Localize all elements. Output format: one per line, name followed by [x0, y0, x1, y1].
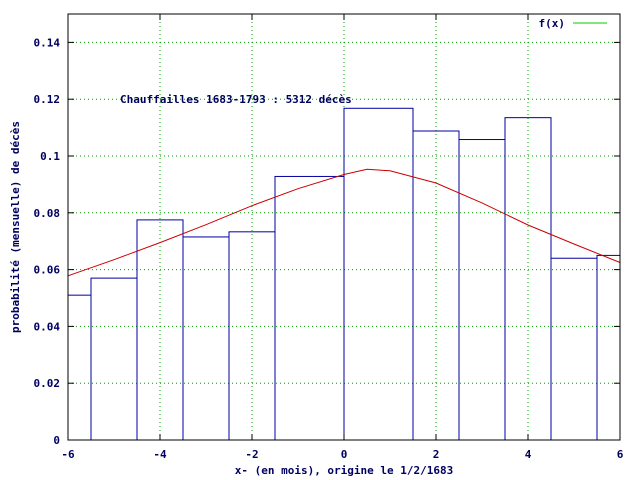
fitted-curve-line	[67, 168, 621, 277]
y-tick-label: 0.12	[34, 93, 61, 106]
chart-annotation: Chauffailles 1683-1793 : 5312 décès	[120, 93, 352, 106]
y-tick-label: 0.08	[34, 207, 61, 220]
x-tick-label: -2	[245, 448, 258, 461]
histogram-bar	[228, 231, 276, 441]
histogram-bars	[67, 107, 621, 441]
y-tick-label: 0	[53, 434, 60, 447]
x-axis-label: x- (en mois), origine le 1/2/1683	[235, 464, 454, 477]
histogram-bar	[67, 294, 92, 441]
legend-label: f(x)	[539, 17, 566, 30]
x-tick-label: 0	[341, 448, 348, 461]
x-tick-label: 6	[617, 448, 624, 461]
histogram-bar	[343, 107, 414, 441]
y-tick-label: 0.14	[34, 36, 61, 49]
histogram-bar	[412, 130, 460, 441]
histogram-bar	[596, 254, 621, 441]
x-tick-label: 4	[525, 448, 532, 461]
y-axis-label: probabilité (mensuelle) de décès	[9, 121, 22, 333]
histogram-bar	[90, 277, 138, 441]
y-tick-label: 0.1	[40, 150, 60, 163]
x-tick-label: -6	[61, 448, 75, 461]
legend: f(x)	[539, 17, 607, 30]
x-tick-label: 2	[433, 448, 440, 461]
axis-ticks: -6 -4 -2 0 2 4 6 0 0.02 0.04 0.06 0.08 0.1 0.12 0.14	[34, 14, 624, 461]
y-tick-label: 0.04	[34, 320, 61, 333]
histogram-bar	[458, 139, 506, 441]
histogram-bar	[550, 257, 598, 441]
x-tick-label: -4	[153, 448, 167, 461]
histogram-bar	[182, 236, 230, 441]
histogram-bar	[274, 175, 345, 441]
y-tick-label: 0.06	[34, 264, 61, 277]
y-tick-label: 0.02	[34, 377, 61, 390]
